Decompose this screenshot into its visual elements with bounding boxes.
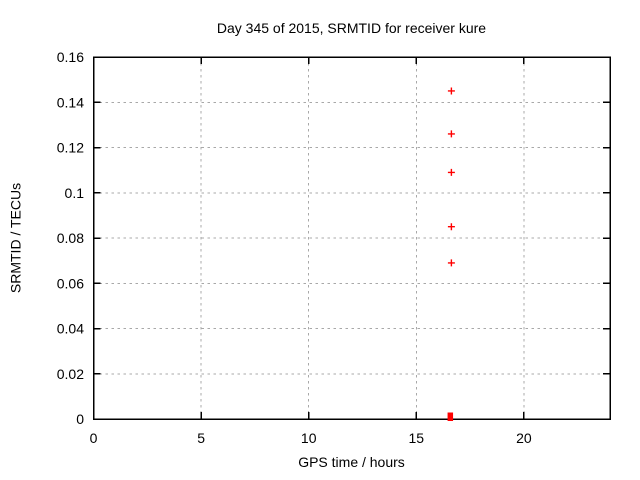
data-point-marker <box>447 130 455 138</box>
zero-cluster-marker <box>447 412 454 421</box>
data-point-marker <box>447 259 455 267</box>
data-point-marker <box>447 223 455 231</box>
x-tick-label: 10 <box>301 430 317 446</box>
y-tick-label: 0 <box>76 411 84 427</box>
y-axis-label: SRMTID / TECUs <box>7 182 24 294</box>
x-tick-label: 20 <box>516 430 532 446</box>
y-tick-label: 0.14 <box>57 94 84 110</box>
y-tick-label: 0.02 <box>57 366 84 382</box>
chart-title: Day 345 of 2015, SRMTID for receiver kur… <box>216 20 487 36</box>
y-tick-label: 0.06 <box>57 275 84 291</box>
y-tick-label: 0.1 <box>65 185 85 201</box>
y-tick-label: 0.08 <box>57 230 84 246</box>
x-tick-label: 5 <box>197 430 205 446</box>
x-axis-label: GPS time / hours <box>298 454 405 470</box>
data-point-marker <box>447 168 455 176</box>
x-tick-label: 15 <box>409 430 425 446</box>
y-tick-label: 0.16 <box>57 49 84 65</box>
x-tick-label: 0 <box>90 430 98 446</box>
y-tick-label: 0.12 <box>57 140 84 156</box>
y-tick-label: 0.04 <box>57 321 84 337</box>
data-point-marker <box>447 87 455 95</box>
